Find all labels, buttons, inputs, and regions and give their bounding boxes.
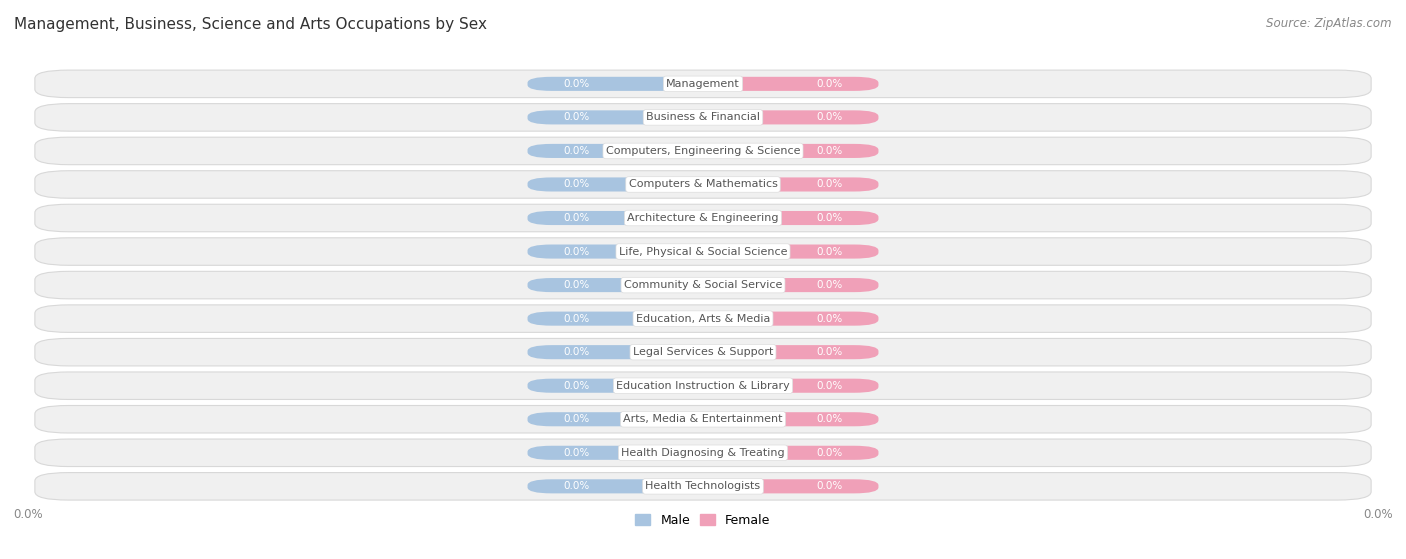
FancyBboxPatch shape <box>703 177 879 192</box>
FancyBboxPatch shape <box>527 244 703 259</box>
FancyBboxPatch shape <box>527 412 703 427</box>
Text: Source: ZipAtlas.com: Source: ZipAtlas.com <box>1267 17 1392 30</box>
Text: 0.0%: 0.0% <box>817 448 842 458</box>
FancyBboxPatch shape <box>35 170 1371 198</box>
FancyBboxPatch shape <box>703 446 879 460</box>
Text: Health Diagnosing & Treating: Health Diagnosing & Treating <box>621 448 785 458</box>
FancyBboxPatch shape <box>35 271 1371 299</box>
FancyBboxPatch shape <box>527 345 703 359</box>
FancyBboxPatch shape <box>703 110 879 125</box>
Text: Education Instruction & Library: Education Instruction & Library <box>616 381 790 391</box>
Text: 0.0%: 0.0% <box>564 347 589 357</box>
FancyBboxPatch shape <box>703 77 879 91</box>
Text: 0.0%: 0.0% <box>564 179 589 190</box>
Text: Management: Management <box>666 79 740 89</box>
FancyBboxPatch shape <box>35 472 1371 500</box>
Text: 0.0%: 0.0% <box>817 481 842 491</box>
FancyBboxPatch shape <box>527 311 703 326</box>
FancyBboxPatch shape <box>527 177 703 192</box>
FancyBboxPatch shape <box>35 405 1371 433</box>
FancyBboxPatch shape <box>35 338 1371 366</box>
Text: 0.0%: 0.0% <box>564 213 589 223</box>
FancyBboxPatch shape <box>527 446 703 460</box>
FancyBboxPatch shape <box>703 412 879 427</box>
FancyBboxPatch shape <box>703 479 879 494</box>
Text: 0.0%: 0.0% <box>564 112 589 122</box>
FancyBboxPatch shape <box>527 278 703 292</box>
Text: 0.0%: 0.0% <box>817 381 842 391</box>
Text: 0.0%: 0.0% <box>564 481 589 491</box>
FancyBboxPatch shape <box>703 345 879 359</box>
FancyBboxPatch shape <box>527 211 703 225</box>
Legend: Male, Female: Male, Female <box>630 509 776 532</box>
Text: Life, Physical & Social Science: Life, Physical & Social Science <box>619 247 787 257</box>
FancyBboxPatch shape <box>35 372 1371 400</box>
Text: Business & Financial: Business & Financial <box>645 112 761 122</box>
Text: 0.0%: 0.0% <box>564 314 589 324</box>
Text: 0.0%: 0.0% <box>817 414 842 424</box>
Text: 0.0%: 0.0% <box>817 112 842 122</box>
FancyBboxPatch shape <box>703 378 879 393</box>
Text: 0.0%: 0.0% <box>564 414 589 424</box>
FancyBboxPatch shape <box>527 110 703 125</box>
Text: Computers & Mathematics: Computers & Mathematics <box>628 179 778 190</box>
Text: 0.0%: 0.0% <box>817 179 842 190</box>
Text: Management, Business, Science and Arts Occupations by Sex: Management, Business, Science and Arts O… <box>14 17 486 32</box>
Text: 0.0%: 0.0% <box>564 448 589 458</box>
Text: 0.0%: 0.0% <box>817 280 842 290</box>
Text: Architecture & Engineering: Architecture & Engineering <box>627 213 779 223</box>
FancyBboxPatch shape <box>703 211 879 225</box>
Text: 0.0%: 0.0% <box>564 146 589 156</box>
FancyBboxPatch shape <box>527 144 703 158</box>
FancyBboxPatch shape <box>527 378 703 393</box>
FancyBboxPatch shape <box>35 70 1371 98</box>
FancyBboxPatch shape <box>527 479 703 494</box>
FancyBboxPatch shape <box>703 144 879 158</box>
Text: 0.0%: 0.0% <box>564 280 589 290</box>
FancyBboxPatch shape <box>35 305 1371 333</box>
FancyBboxPatch shape <box>35 238 1371 266</box>
Text: 0.0%: 0.0% <box>817 213 842 223</box>
FancyBboxPatch shape <box>527 77 703 91</box>
Text: 0.0%: 0.0% <box>817 79 842 89</box>
Text: Arts, Media & Entertainment: Arts, Media & Entertainment <box>623 414 783 424</box>
Text: 0.0%: 0.0% <box>817 347 842 357</box>
Text: 0.0%: 0.0% <box>817 247 842 257</box>
Text: 0.0%: 0.0% <box>564 79 589 89</box>
Text: 0.0%: 0.0% <box>817 146 842 156</box>
FancyBboxPatch shape <box>35 204 1371 232</box>
Text: Health Technologists: Health Technologists <box>645 481 761 491</box>
Text: Legal Services & Support: Legal Services & Support <box>633 347 773 357</box>
FancyBboxPatch shape <box>35 439 1371 467</box>
FancyBboxPatch shape <box>703 278 879 292</box>
FancyBboxPatch shape <box>35 137 1371 165</box>
Text: Community & Social Service: Community & Social Service <box>624 280 782 290</box>
FancyBboxPatch shape <box>35 103 1371 131</box>
Text: 0.0%: 0.0% <box>564 381 589 391</box>
Text: Computers, Engineering & Science: Computers, Engineering & Science <box>606 146 800 156</box>
FancyBboxPatch shape <box>703 244 879 259</box>
Text: 0.0%: 0.0% <box>564 247 589 257</box>
FancyBboxPatch shape <box>703 311 879 326</box>
Text: Education, Arts & Media: Education, Arts & Media <box>636 314 770 324</box>
Text: 0.0%: 0.0% <box>817 314 842 324</box>
